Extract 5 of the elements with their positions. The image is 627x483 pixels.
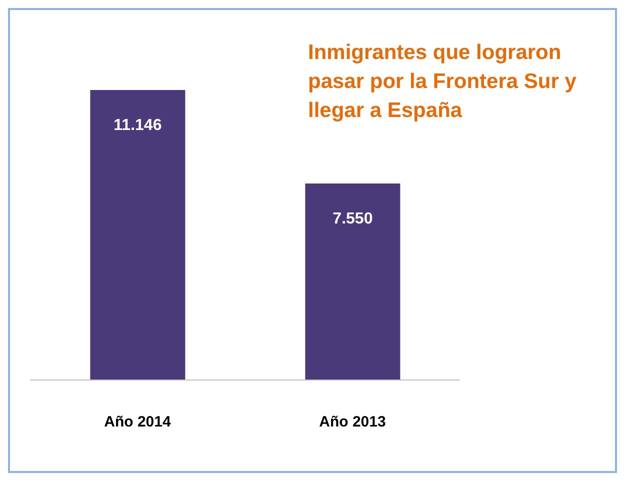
chart-title: Inmigrantes que lograron pasar por la Frontera Sur y llegar a España [308, 40, 578, 124]
data-label: 7.550 [332, 210, 373, 228]
x-tick-label: Año 2014 [104, 414, 172, 431]
x-tick-label: Año 2013 [319, 414, 386, 431]
data-label: 11.146 [114, 117, 162, 134]
